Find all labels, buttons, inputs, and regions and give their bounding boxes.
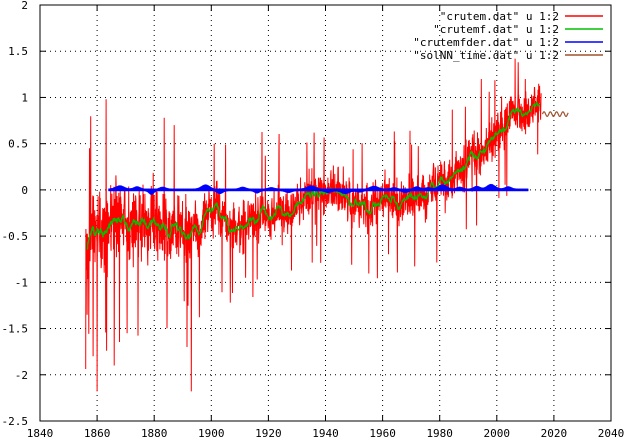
series-line-crutem	[85, 58, 542, 392]
y-tick-label: 2	[21, 0, 28, 12]
x-tick-label: 1920	[255, 427, 282, 440]
x-tick-label: 1880	[141, 427, 168, 440]
legend-label: "solNN_time.dat" u 1:2	[413, 49, 559, 62]
x-tick-label: 1980	[426, 427, 453, 440]
y-tick-label: -1	[15, 276, 28, 289]
x-tick-label: 2020	[541, 427, 568, 440]
x-tick-label: 2000	[484, 427, 511, 440]
y-tick-label: 0	[21, 184, 28, 197]
y-tick-label: -2	[15, 369, 28, 382]
y-tick-label: -1.5	[2, 323, 29, 336]
x-tick-label: 1860	[84, 427, 111, 440]
y-tick-label: -2.5	[2, 415, 29, 428]
series-band-crutemfder	[108, 183, 529, 195]
legend-label: "crutem.dat" u 1:2	[440, 10, 559, 23]
y-tick-label: 1	[21, 91, 28, 104]
x-tick-label: 1840	[27, 427, 54, 440]
x-tick-label: 1900	[198, 427, 225, 440]
y-tick-label: 1.5	[8, 45, 28, 58]
series-line-solnn-time	[541, 111, 569, 117]
y-tick-label: -0.5	[2, 230, 29, 243]
series-layer	[85, 58, 569, 392]
y-tick-label: 0.5	[8, 138, 28, 151]
series-line-crutemf	[86, 100, 540, 250]
x-tick-label: 2040	[598, 427, 624, 440]
legend-label: "crutemfder.dat" u 1:2	[413, 36, 559, 49]
legend-label: "crutemf.dat" u 1:2	[433, 23, 559, 36]
legend: "crutem.dat" u 1:2"crutemf.dat" u 1:2"cr…	[413, 10, 603, 62]
x-tick-label: 1940	[312, 427, 339, 440]
x-tick-label: 1960	[369, 427, 396, 440]
